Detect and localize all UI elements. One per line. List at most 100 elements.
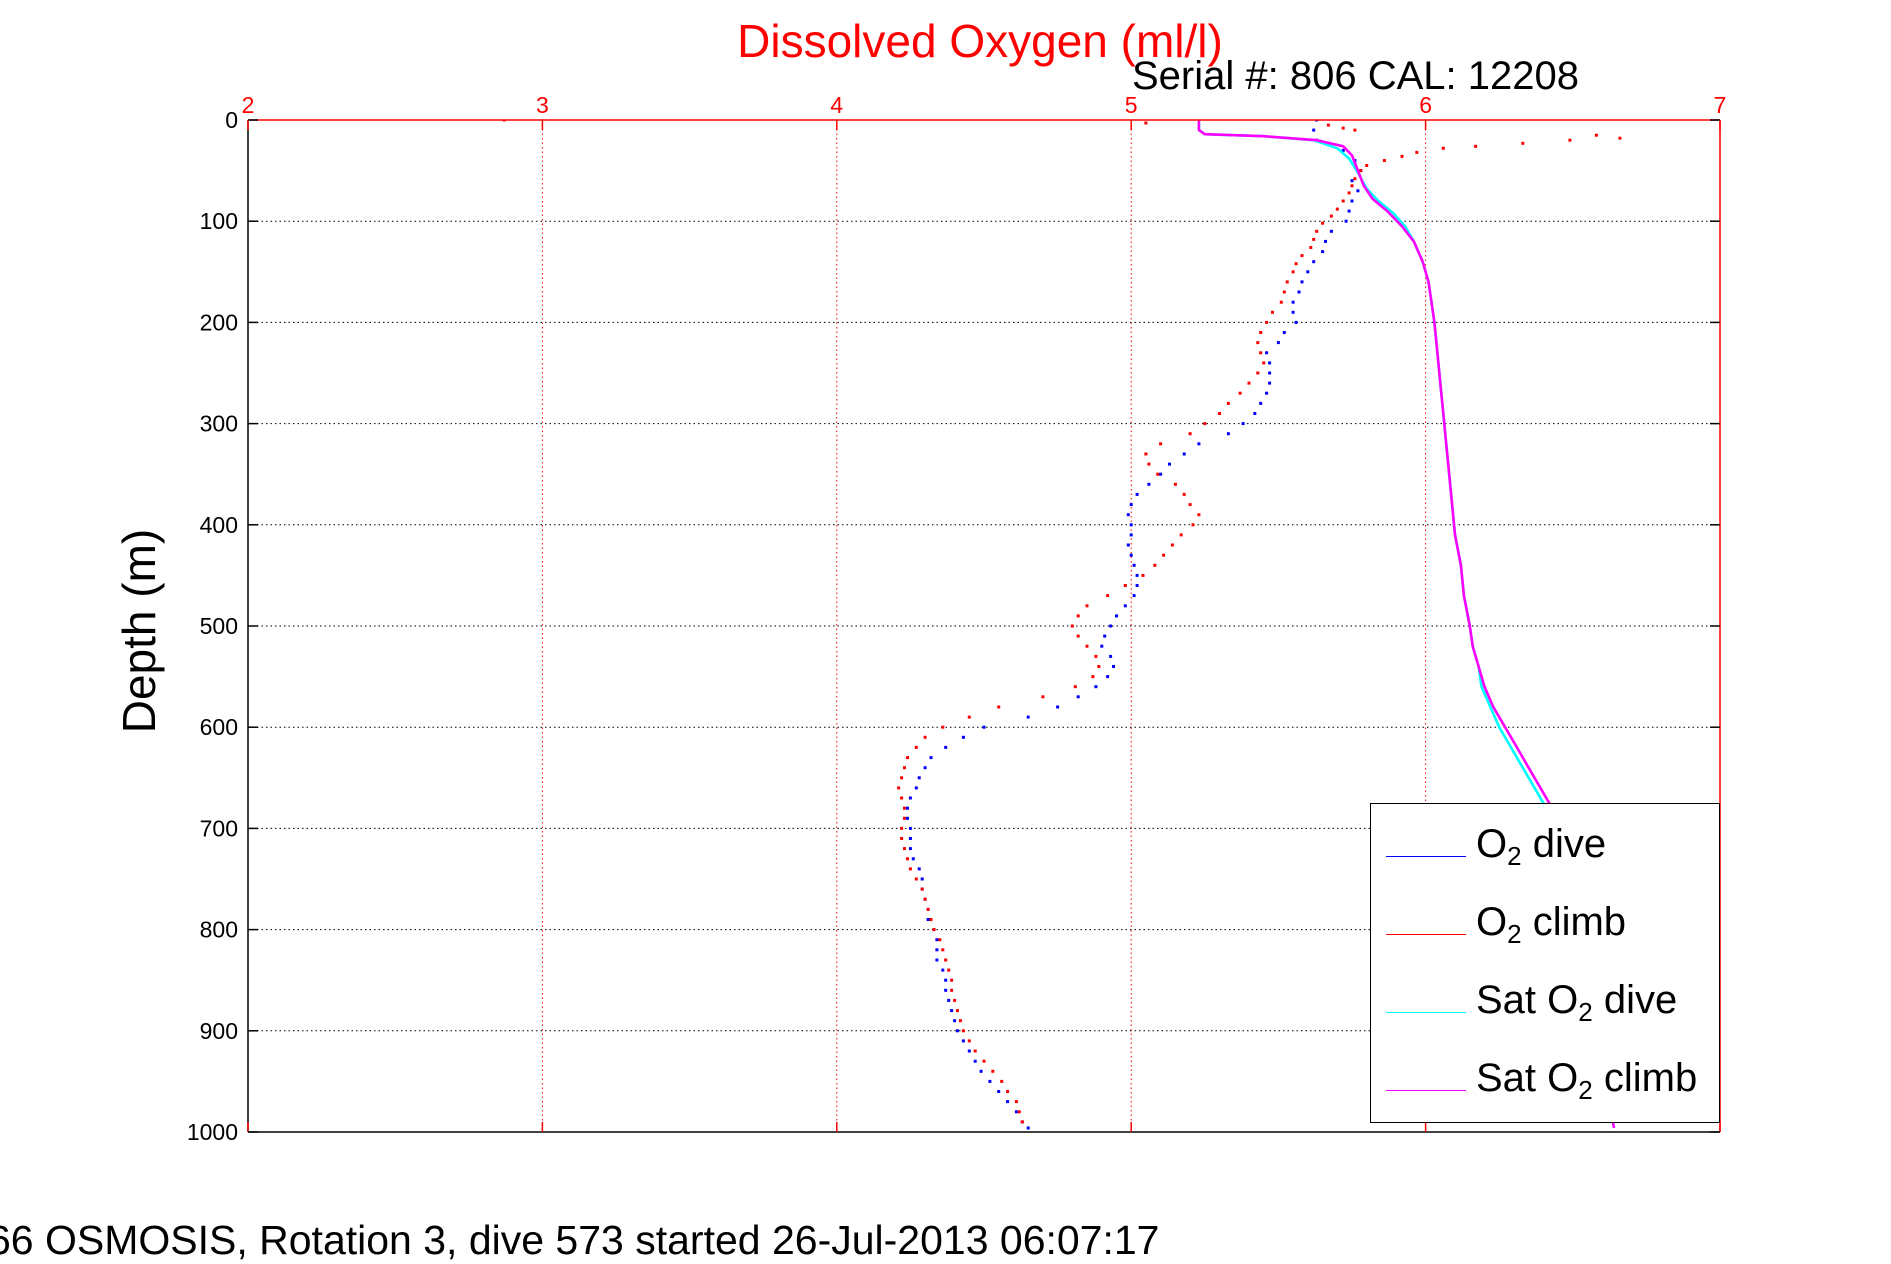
y-tick-label: 900 [200, 1018, 238, 1044]
data-point-o2-climb [1006, 1090, 1010, 1093]
data-point-o2-climb [903, 806, 906, 810]
data-point-o2-climb [1262, 361, 1266, 365]
data-point-o2-dive [967, 1049, 971, 1053]
data-point-o2-dive [1126, 543, 1130, 547]
data-point-o2-dive [1306, 270, 1310, 274]
data-point-o2-dive [1182, 452, 1186, 456]
data-point-o2-climb [914, 745, 918, 749]
data-point-o2-climb [903, 816, 906, 820]
data-point-o2-climb [956, 1009, 959, 1013]
data-point-o2-climb [982, 1059, 986, 1063]
data-point-o2-dive [1253, 412, 1257, 415]
legend-swatch-o2-climb [1386, 934, 1466, 935]
data-point-o2-dive [982, 725, 986, 729]
data-point-o2-dive [1341, 148, 1345, 152]
data-point-o2-climb [900, 826, 904, 830]
data-point-o2-dive [956, 1029, 959, 1033]
data-point-o2-climb [1076, 614, 1080, 618]
data-point-o2-climb [1321, 221, 1325, 225]
data-point-o2-dive [1268, 381, 1272, 385]
data-point-o2-dive [1241, 422, 1245, 426]
data-point-o2-climb [908, 867, 912, 871]
data-point-o2-climb [941, 725, 945, 729]
y-tick-label: 1000 [187, 1119, 238, 1145]
data-point-o2-climb [900, 837, 904, 840]
data-point-o2-dive [1350, 179, 1354, 183]
data-point-o2-dive [923, 766, 927, 770]
data-point-o2-dive [1268, 361, 1272, 365]
data-point-o2-dive [1344, 219, 1348, 223]
data-point-o2-dive [1291, 300, 1295, 304]
data-point-o2-dive [908, 847, 912, 851]
y-axis-label: Depth (m) [113, 529, 165, 733]
data-point-o2-dive [1132, 563, 1136, 567]
dive-caption: 66 OSMOSIS, Rotation 3, dive 573 started… [0, 1217, 1160, 1263]
data-point-o2-dive [1276, 341, 1280, 345]
x-tick-label: 3 [536, 92, 549, 118]
data-point-o2-dive [1076, 695, 1080, 699]
data-point-o2-climb [1162, 553, 1166, 557]
data-point-o2-climb [944, 958, 948, 962]
data-point-o2-climb [950, 988, 954, 992]
data-point-o2-climb [1259, 331, 1263, 334]
legend-label-o2-climb: O2 climb [1476, 900, 1626, 950]
data-point-o2-dive [920, 877, 924, 881]
data-point-o2-dive [1197, 442, 1201, 446]
data-point-o2-dive [1026, 1126, 1030, 1130]
data-point-o2-climb [1014, 1100, 1018, 1104]
data-point-o2-climb [1238, 391, 1242, 395]
data-point-o2-climb [903, 847, 906, 851]
legend-sat-o2-climb-sub: 2 [1578, 1075, 1593, 1105]
data-point-o2-climb [958, 1019, 962, 1023]
data-point-o2-climb [938, 938, 942, 942]
data-point-o2-climb [906, 756, 909, 760]
data-point-o2-climb [1203, 422, 1207, 426]
data-point-o2-climb [1335, 207, 1339, 211]
data-point-o2-dive [1147, 482, 1151, 486]
data-point-o2-dive [906, 806, 909, 810]
data-point-o2-climb [1085, 644, 1089, 648]
legend-o2-dive-main: O [1476, 822, 1508, 866]
data-point-o2-climb [1365, 164, 1369, 167]
data-point-o2-climb [1285, 280, 1289, 284]
data-point-o2-dive [1106, 675, 1110, 679]
legend-item-o2-dive: O2 dive [1371, 816, 1719, 876]
chart-subtitle: Serial #: 806 CAL: 12208 [1132, 54, 1579, 98]
data-point-o2-climb [1020, 1120, 1024, 1124]
data-point-o2-dive [1006, 1100, 1010, 1104]
data-point-o2-dive [1226, 432, 1230, 436]
data-point-o2-dive [1094, 685, 1098, 689]
legend-swatch-o2-dive [1386, 856, 1466, 857]
data-point-o2-dive [1100, 644, 1104, 648]
data-point-o2-dive [1294, 320, 1298, 324]
data-point-o2-dive [1103, 634, 1107, 638]
data-point-o2-dive [1329, 229, 1333, 233]
data-point-o2-climb [1291, 270, 1295, 274]
data-point-o2-climb [1282, 290, 1286, 294]
data-point-o2-dive [908, 796, 912, 800]
data-point-o2-dive [1300, 280, 1304, 284]
legend-sat-o2-dive-main: Sat O [1476, 978, 1579, 1022]
data-point-o2-climb [1017, 1110, 1021, 1114]
data-point-o2-climb [900, 776, 904, 780]
data-point-o2-dive [1282, 331, 1286, 334]
data-point-o2-dive [944, 978, 948, 982]
legend-item-sat-o2-climb: Sat O2 climb [1371, 1050, 1719, 1110]
data-point-o2-climb [1097, 665, 1101, 668]
data-point-o2-climb [967, 715, 971, 719]
data-point-o2-climb [1521, 141, 1525, 145]
data-point-o2-dive [935, 958, 939, 962]
y-tick-label: 100 [200, 208, 238, 234]
data-point-o2-climb [920, 887, 924, 891]
data-point-o2-climb [1300, 254, 1304, 258]
data-point-o2-climb [950, 978, 954, 982]
y-tick-label: 0 [225, 107, 238, 133]
data-point-o2-climb [923, 735, 927, 739]
data-point-o2-dive [947, 998, 951, 1002]
data-point-o2-dive [1168, 462, 1171, 466]
data-point-o2-climb [1594, 133, 1598, 137]
data-point-o2-dive [1123, 604, 1127, 608]
chart-title: Dissolved Oxygen (ml/l) [737, 15, 1223, 67]
legend-label-sat-o2-dive: Sat O2 dive [1476, 978, 1677, 1028]
